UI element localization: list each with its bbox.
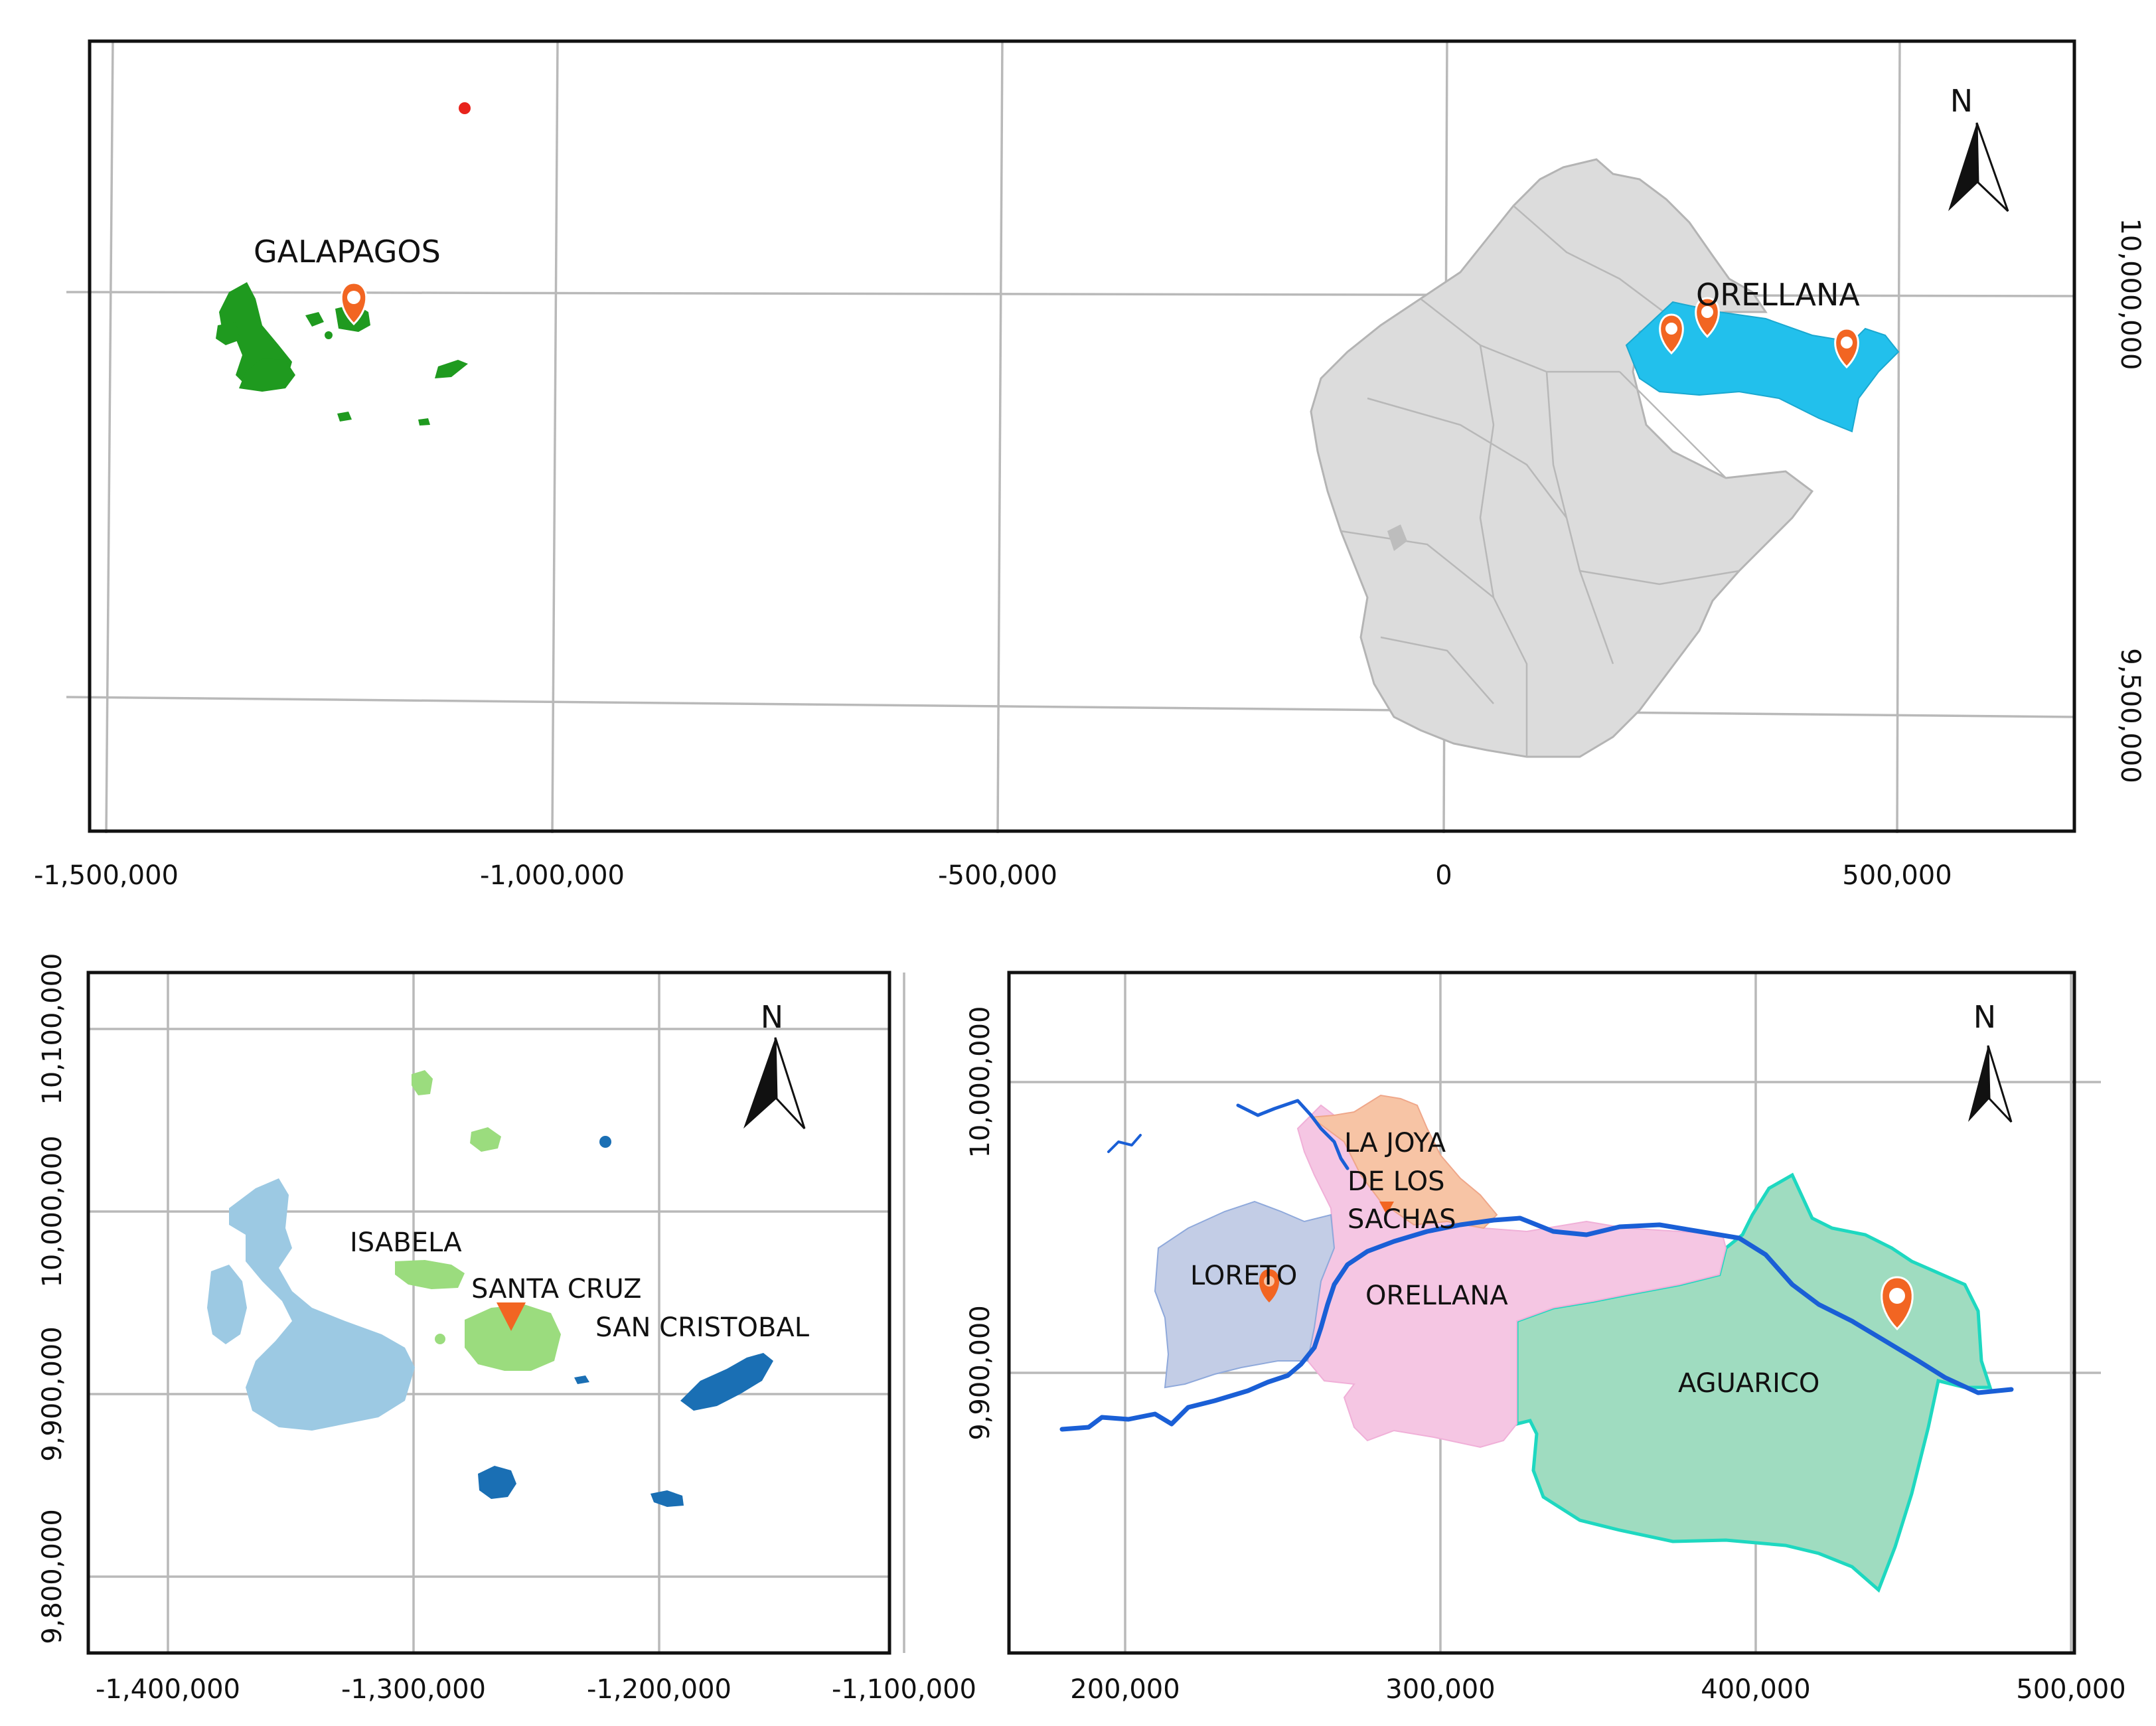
y-tick: 9,900,000 (965, 1305, 996, 1441)
north-arrow: N (1948, 83, 2009, 212)
orellana-province-highlight (1625, 301, 1900, 433)
overview-map: GALAPAGOS ORELLANA N -1,500,000 -1,000,0… (34, 39, 2145, 891)
north-label: N (1973, 999, 1996, 1035)
red-point (459, 102, 471, 114)
isabela-label: ISABELA (350, 1227, 462, 1258)
la-joya-label-line3: SACHAS (1348, 1204, 1456, 1235)
galapagos-map: ISABELA SANTA CRUZ SAN CRISTOBAL N -1,40… (37, 953, 976, 1705)
location-marker (1259, 1269, 1280, 1302)
location-marker (1659, 313, 1684, 355)
orellana-y-ticks: 10,000,000 9,900,000 (965, 1006, 996, 1440)
gulf-shape (1387, 524, 1407, 551)
location-marker (340, 281, 368, 326)
location-marker (1379, 1202, 1394, 1215)
north-label: N (761, 999, 783, 1035)
x-tick: -1,300,000 (341, 1674, 486, 1705)
x-tick: -1,000,000 (480, 860, 625, 891)
location-marker (497, 1302, 526, 1331)
north-arrow: N (1968, 999, 2013, 1123)
x-tick: -1,400,000 (96, 1674, 240, 1705)
y-tick: 9,800,000 (37, 1509, 68, 1644)
y-tick: 10,000,000 (2115, 218, 2145, 370)
orellana-canton-label: ORELLANA (1365, 1281, 1508, 1311)
la-joya-label-line1: LA JOYA (1344, 1128, 1446, 1158)
y-tick: 10,000,000 (965, 1006, 996, 1158)
y-tick: 9,900,000 (37, 1326, 68, 1462)
galapagos-y-ticks: 10,100,000 10,000,000 9,900,000 9,800,00… (37, 953, 68, 1644)
x-tick: 400,000 (1701, 1674, 1810, 1705)
x-tick: 0 (1435, 860, 1452, 891)
x-tick: -500,000 (938, 860, 1057, 891)
orellana-map: LA JOYA DE LOS SACHAS LORETO ORELLANA AG… (965, 971, 2126, 1705)
x-tick: 200,000 (1070, 1674, 1180, 1705)
x-tick: 300,000 (1385, 1674, 1495, 1705)
orellana-label: ORELLANA (1696, 277, 1860, 313)
aguarico-label: AGUARICO (1678, 1368, 1819, 1399)
central-islands (395, 1070, 561, 1371)
overview-y-ticks: 10,000,000 9,500,000 (2115, 218, 2145, 783)
x-tick: -1,200,000 (587, 1674, 732, 1705)
x-tick: 500,000 (2016, 1674, 2125, 1705)
x-tick: 500,000 (1842, 860, 1952, 891)
orellana-x-ticks: 200,000 300,000 400,000 500,000 (1070, 1674, 2125, 1705)
y-tick: 10,100,000 (37, 953, 68, 1105)
overview-gridlines (66, 39, 2075, 834)
aguarico-canton (1515, 1172, 1993, 1593)
location-marker (1834, 327, 1859, 369)
x-tick: -1,100,000 (832, 1674, 976, 1705)
y-tick: 10,000,000 (37, 1135, 68, 1287)
galapagos-label: GALAPAGOS (254, 234, 441, 270)
loreto-label: LORETO (1190, 1261, 1297, 1291)
location-marker (1881, 1276, 1914, 1331)
la-joya-label-line2: DE LOS (1348, 1166, 1445, 1197)
x-tick: -1,500,000 (34, 860, 179, 891)
north-label: N (1950, 83, 1973, 119)
ecuador-mainland (1310, 158, 1814, 758)
la-joya-canton (1309, 1094, 1498, 1229)
overview-x-ticks: -1,500,000 -1,000,000 -500,000 0 500,000 (34, 860, 1952, 891)
galapagos-x-ticks: -1,400,000 -1,300,000 -1,200,000 -1,100,… (96, 1674, 976, 1705)
san-cristobal-island (478, 1136, 773, 1507)
location-marker (1695, 297, 1720, 339)
north-arrow: N (743, 999, 806, 1130)
isabela-island (207, 1178, 415, 1431)
overview-frame (88, 39, 2076, 833)
san-cristobal-label: SAN CRISTOBAL (595, 1312, 810, 1343)
santa-cruz-label: SANTA CRUZ (471, 1274, 642, 1304)
orellana-frame (1007, 971, 2076, 1655)
galapagos-frame (86, 971, 891, 1655)
y-tick: 9,500,000 (2115, 648, 2145, 783)
river (1059, 1099, 2014, 1432)
loreto-canton (1154, 1200, 1336, 1389)
